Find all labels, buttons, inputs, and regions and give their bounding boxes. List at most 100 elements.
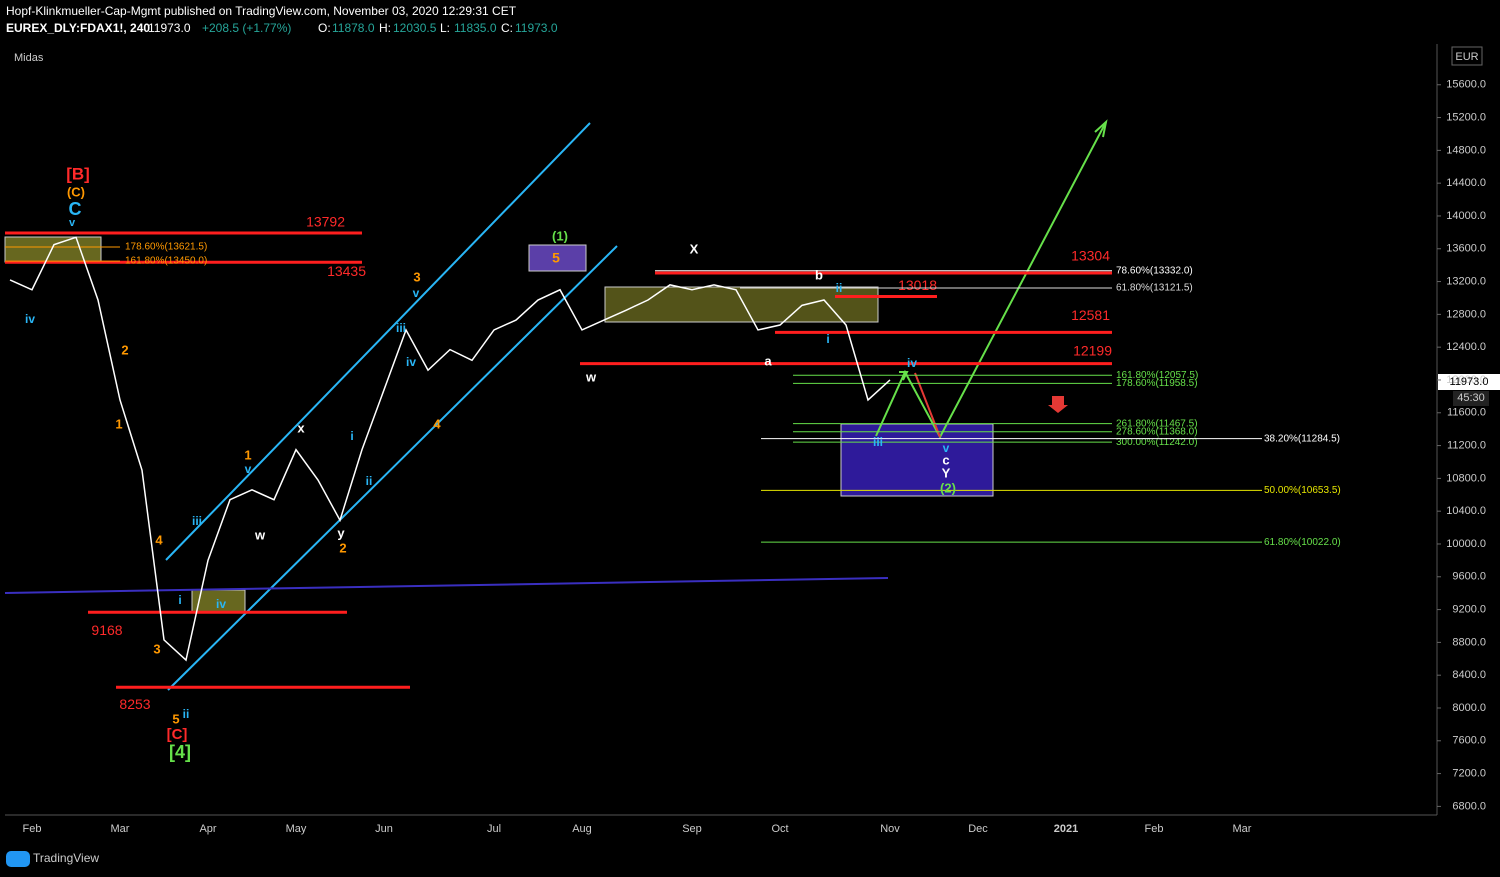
y-tick-label: 9200.0 xyxy=(1452,603,1486,615)
wave-label: 2 xyxy=(121,342,128,357)
wave-label: v xyxy=(69,217,76,229)
level-label: 12199 xyxy=(1073,342,1112,358)
down-arrow xyxy=(1048,396,1068,413)
indicator: Midas xyxy=(14,52,44,64)
level-label: 8253 xyxy=(119,696,150,712)
wave-label: w xyxy=(254,527,266,542)
arrow-head xyxy=(899,371,909,381)
x-tick-label: Nov xyxy=(880,823,900,835)
x-tick-label: Jul xyxy=(487,823,501,835)
wave-label: iii xyxy=(873,435,883,449)
wave-label: Y xyxy=(942,465,951,480)
ohlc-value: 12030.5 xyxy=(393,21,437,35)
wave-label: x xyxy=(297,420,305,435)
countdown-box xyxy=(1453,391,1489,406)
y-tick-label: 7600.0 xyxy=(1452,735,1486,747)
logo xyxy=(6,851,30,867)
wave-label: y xyxy=(337,525,345,540)
wave-label: v xyxy=(413,286,420,300)
fib-label: 78.60%(13332.0) xyxy=(1116,265,1193,276)
y-tick-label: 11600.0 xyxy=(1447,407,1486,419)
wave-label: a xyxy=(764,353,772,368)
brand: TradingView xyxy=(33,851,99,865)
x-tick-label: Aug xyxy=(572,823,592,835)
y-tick-label: 7200.0 xyxy=(1452,767,1486,779)
wave-label: ii xyxy=(183,707,190,721)
fib-label: 261.80%(11467.5) xyxy=(1116,418,1198,429)
wave-label: (C) xyxy=(67,184,85,199)
price-tag xyxy=(1438,374,1500,390)
wave-label: [B] xyxy=(66,164,90,183)
y-tick-label: 8400.0 xyxy=(1452,669,1486,681)
wave-label: c xyxy=(942,452,949,467)
y-tick-label: 13200.0 xyxy=(1446,275,1486,287)
currency-box xyxy=(1451,46,1483,66)
symbol: EUREX_DLY:FDAX1!, 240 xyxy=(6,21,150,35)
wave-label: i xyxy=(178,593,181,607)
wave-label: 4 xyxy=(155,532,163,547)
wave-label: 2 xyxy=(339,540,346,555)
wave-label: [C] xyxy=(167,726,188,743)
fib-label: 178.60%(11958.5) xyxy=(1116,378,1198,389)
wave-label: X xyxy=(690,241,699,256)
y-tick-label: 10400.0 xyxy=(1446,505,1486,517)
y-tick-label: 11200.0 xyxy=(1447,439,1486,451)
ohlc-key: C: xyxy=(501,21,513,35)
fib-label: 50.00%(10653.5) xyxy=(1264,485,1341,496)
x-tick-label: Feb xyxy=(23,823,42,835)
level-label: 13792 xyxy=(306,214,345,230)
y-tick-label: 12000.0 xyxy=(1446,374,1486,386)
y-tick-label: 10000.0 xyxy=(1446,538,1486,550)
fib-label: 61.80%(13121.5) xyxy=(1116,283,1193,294)
wave-label: 5 xyxy=(172,711,179,726)
y-tick-label: 12800.0 xyxy=(1446,308,1486,320)
ohlc-key: H: xyxy=(379,21,391,35)
x-tick-label: Dec xyxy=(968,823,988,835)
price-tag-label: 11973.0 xyxy=(1450,376,1489,388)
wave-label: 3 xyxy=(153,641,160,656)
wave-label: 5 xyxy=(552,250,560,266)
wave-label: v xyxy=(943,441,950,455)
y-tick-label: 10800.0 xyxy=(1446,472,1486,484)
y-tick-label: 14800.0 xyxy=(1446,144,1486,156)
x-tick-label: Mar xyxy=(1233,823,1252,835)
x-tick-label: Apr xyxy=(199,823,216,835)
fib-label: 161.80%(12057.5) xyxy=(1116,370,1198,381)
y-tick-label: 8800.0 xyxy=(1452,636,1486,648)
wave-label: ii xyxy=(836,281,843,295)
x-tick-label: Jun xyxy=(375,823,393,835)
wave-label: i xyxy=(350,429,353,443)
zone xyxy=(528,244,587,272)
level-label: 12581 xyxy=(1071,307,1110,323)
x-tick-label: Feb xyxy=(1145,823,1164,835)
wave-label: C xyxy=(69,199,82,219)
wave-label: iii xyxy=(192,514,202,528)
wave-label: i xyxy=(826,332,829,346)
x-tick-label: Mar xyxy=(111,823,130,835)
wave-label: iv xyxy=(25,312,35,326)
wave-label: w xyxy=(585,369,597,384)
projection xyxy=(875,121,1107,440)
change: +208.5 (+1.77%) xyxy=(202,21,291,35)
channel-line xyxy=(165,122,591,561)
zone xyxy=(4,236,102,263)
fib-label: 300.00%(11242.0) xyxy=(1116,437,1198,448)
wave-label: iii xyxy=(396,321,406,335)
x-tick-label: Oct xyxy=(771,823,788,835)
wave-label: v xyxy=(245,462,252,476)
wave-label: 1 xyxy=(115,416,122,431)
y-tick-label: 14000.0 xyxy=(1446,210,1486,222)
wave-label: ii xyxy=(366,474,373,488)
fib-label: 161.80%(13450.0) xyxy=(125,256,207,267)
wave-label: 3 xyxy=(413,269,420,284)
currency: EUR xyxy=(1455,51,1478,63)
y-tick-label: 14400.0 xyxy=(1446,177,1486,189)
y-tick-label: 8000.0 xyxy=(1452,702,1486,714)
wave-label: [4] xyxy=(169,742,191,762)
level-label: 13435 xyxy=(327,263,366,279)
y-tick-label: 6800.0 xyxy=(1452,800,1486,812)
wave-label: iv xyxy=(907,356,917,370)
ohlc-key: O: xyxy=(318,21,331,35)
ohlc-value: 11878.0 xyxy=(332,21,375,35)
wave-label: iv xyxy=(216,597,226,611)
